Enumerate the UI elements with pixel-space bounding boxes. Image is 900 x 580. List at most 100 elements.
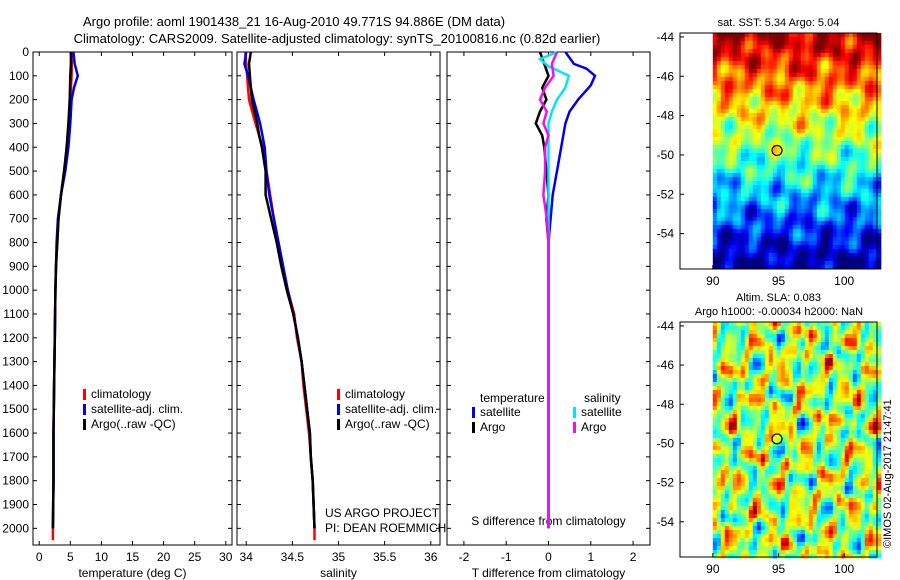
map-cell (816, 101, 822, 106)
map-cell (804, 257, 810, 262)
map-cell (844, 358, 850, 363)
map-cell (800, 478, 806, 483)
map-cell (816, 326, 822, 331)
map-cell (812, 322, 818, 327)
map-cell (828, 177, 834, 182)
map-cell (760, 482, 766, 487)
x-tick-label: 15 (126, 550, 140, 564)
map-cell (720, 418, 726, 423)
map-cell (820, 442, 826, 447)
map-cell (824, 137, 830, 142)
map-cell (848, 33, 854, 38)
map-cell (844, 410, 850, 415)
map-cell (864, 410, 870, 415)
map-cell (852, 217, 858, 222)
map-cell (800, 265, 806, 270)
map-cell (776, 386, 782, 391)
map-cell (788, 61, 794, 66)
map-cell (820, 197, 826, 202)
map-cell (756, 201, 762, 206)
map-cell (804, 498, 810, 503)
map-cell (752, 97, 758, 102)
map-cell (788, 73, 794, 78)
map-cell (804, 482, 810, 487)
map-cell (848, 49, 854, 54)
map-cell (748, 209, 754, 214)
map-cell (872, 85, 878, 90)
map-cell (828, 85, 834, 90)
map-cell (732, 414, 738, 419)
map-cell (744, 41, 750, 46)
map-cell (860, 53, 866, 58)
map-cell (740, 117, 746, 122)
map-cell (872, 362, 878, 367)
map-cell (744, 386, 750, 391)
map-cell (864, 201, 870, 206)
map-cell (812, 450, 818, 455)
map-cell (800, 89, 806, 94)
map-cell (748, 245, 754, 250)
map-cell (716, 37, 722, 42)
map-cell (836, 97, 842, 102)
map-cell (796, 498, 802, 503)
map-cell (812, 193, 818, 198)
map-cell (820, 414, 826, 419)
map-cell (876, 406, 882, 411)
map-cell (752, 478, 758, 483)
map-cell (732, 61, 738, 66)
map-cell (860, 85, 866, 90)
map-cell (728, 402, 734, 407)
map-cell (792, 185, 798, 190)
map-cell (788, 326, 794, 331)
map-cell (856, 390, 862, 395)
map-cell (844, 326, 850, 331)
map-cell (724, 57, 730, 62)
map-cell (744, 141, 750, 146)
map-cell (712, 141, 718, 146)
map-cell (776, 241, 782, 246)
map-cell (736, 450, 742, 455)
map-cell (776, 221, 782, 226)
map-cell (736, 406, 742, 411)
map-cell (788, 342, 794, 347)
map-cell (744, 454, 750, 459)
map-cell (792, 518, 798, 523)
map-cell (712, 330, 718, 335)
map-cell (792, 205, 798, 210)
map-cell (804, 57, 810, 62)
map-cell (860, 354, 866, 359)
map-cell (848, 205, 854, 210)
map-cell (828, 109, 834, 114)
map-cell (848, 229, 854, 234)
map-cell (844, 257, 850, 262)
map-cell (808, 249, 814, 254)
map-cell (748, 37, 754, 42)
map-cell (800, 490, 806, 495)
map-cell (752, 233, 758, 238)
map-cell (788, 334, 794, 339)
map-cell (776, 237, 782, 242)
map-cell (736, 350, 742, 355)
map-cell (728, 133, 734, 138)
map-cell (792, 209, 798, 214)
map-cell (720, 382, 726, 387)
map-cell (848, 526, 854, 531)
map-cell (796, 418, 802, 423)
map-cell (764, 406, 770, 411)
map-cell (860, 470, 866, 475)
map-cell (716, 197, 722, 202)
map-cell (872, 470, 878, 475)
map-cell (720, 61, 726, 66)
map-cell (848, 125, 854, 130)
map-cell (812, 410, 818, 415)
map-cell (776, 93, 782, 98)
map-cell (772, 494, 778, 499)
map-cell (848, 41, 854, 46)
map-cell (760, 370, 766, 375)
map-cell (752, 338, 758, 343)
map-cell (756, 486, 762, 491)
map-cell (868, 334, 874, 339)
map-cell (740, 466, 746, 471)
map-cell (804, 41, 810, 46)
map-cell (812, 350, 818, 355)
